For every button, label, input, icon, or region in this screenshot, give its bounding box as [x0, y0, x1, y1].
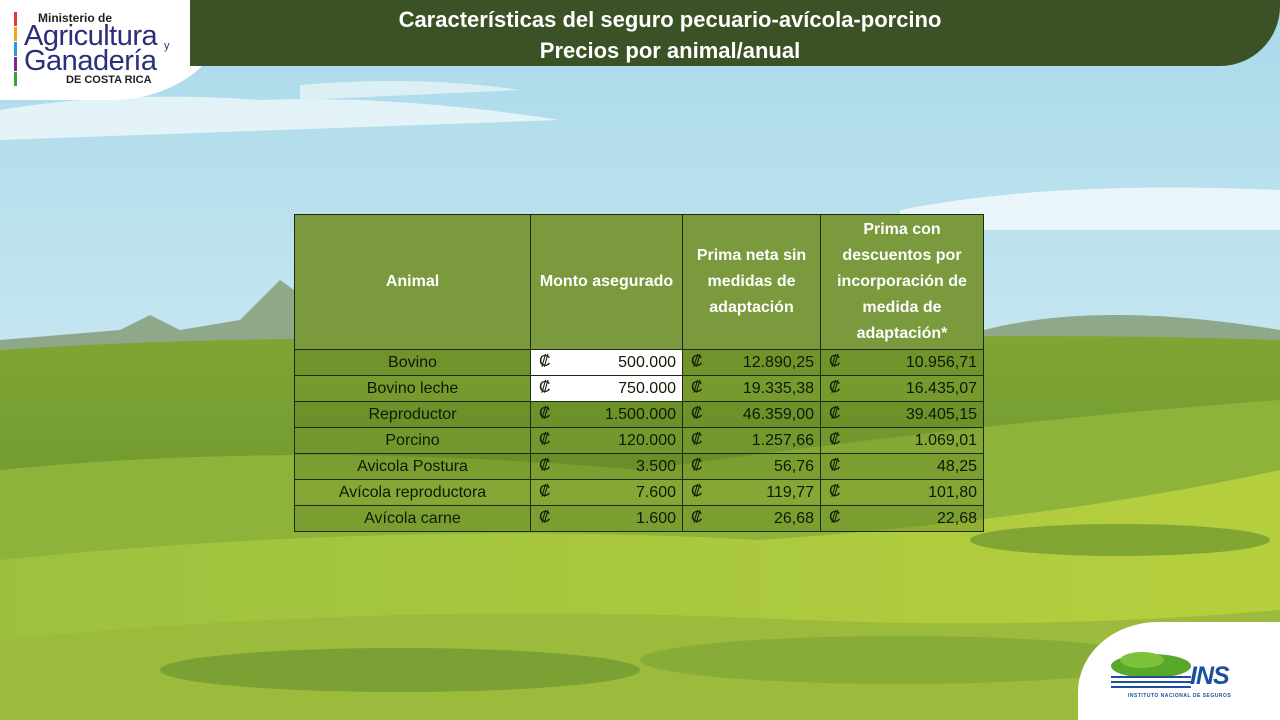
table-row: Reproductor ₡ 1.500.000 ₡ 46.359,00 ₡ 39.405,1… [294, 401, 984, 428]
currency-symbol: ₡ [829, 431, 841, 448]
cell-prima-neta: ₡ 19.335,38 [682, 375, 821, 402]
currency-symbol: ₡ [539, 379, 551, 396]
cell-value: 1.257,66 [751, 431, 814, 449]
currency-symbol: ₡ [691, 431, 703, 448]
cell-value: 750.000 [618, 379, 676, 397]
cell-value: 12.890,25 [742, 353, 814, 371]
currency-symbol: ₡ [539, 431, 551, 448]
cell-value: 101,80 [928, 483, 977, 501]
cell-value: 7.600 [635, 483, 676, 501]
currency-symbol: ₡ [539, 353, 551, 370]
cell-prima-descuento: ₡ 1.069,01 [820, 427, 984, 454]
header-banner [190, 0, 1280, 66]
cell-animal: Bovino [294, 349, 531, 376]
ins-tree-icon [1111, 652, 1191, 688]
cell-prima-neta: ₡ 1.257,66 [682, 427, 821, 454]
currency-symbol: ₡ [829, 353, 841, 370]
cell-monto-asegurado: ₡ 500.000 [530, 349, 683, 376]
table-row: Avícola carne ₡ 1.600 ₡ 26,68 ₡ 22,68 [294, 505, 984, 532]
cell-animal: Bovino leche [294, 375, 531, 402]
currency-symbol: ₡ [691, 379, 703, 396]
cell-value: 120.000 [618, 431, 676, 449]
currency-symbol: ₡ [691, 405, 703, 422]
cell-prima-neta: ₡ 12.890,25 [682, 349, 821, 376]
table-row: Porcino ₡ 120.000 ₡ 1.257,66 ₡ 1.069,01 [294, 427, 984, 454]
header-prima-descuento: Prima con descuentos por incorporación d… [820, 214, 984, 350]
insurance-price-table: Animal Monto asegurado Prima neta sin me… [294, 214, 984, 532]
currency-symbol: ₡ [539, 509, 551, 526]
cell-prima-descuento: ₡ 101,80 [820, 479, 984, 506]
cell-value: 500.000 [618, 353, 676, 371]
currency-symbol: ₡ [829, 457, 841, 474]
cell-value: 56,76 [773, 457, 814, 475]
currency-symbol: ₡ [829, 483, 841, 500]
cell-monto-asegurado: ₡ 120.000 [530, 427, 683, 454]
mag-logo-line3: Ganadería [24, 45, 157, 77]
cell-prima-descuento: ₡ 16.435,07 [820, 375, 984, 402]
cell-animal: Avícola reproductora [294, 479, 531, 506]
ins-logo-name: INS [1190, 662, 1230, 690]
cell-value: 22,68 [936, 509, 977, 527]
header-animal: Animal [294, 214, 531, 350]
cell-prima-descuento: ₡ 48,25 [820, 453, 984, 480]
mag-logo-line1: Ministerio de [38, 11, 113, 25]
currency-symbol: ₡ [691, 353, 703, 370]
cell-value: 48,25 [936, 457, 977, 475]
currency-symbol: ₡ [691, 483, 703, 500]
ins-logo-subtitle: INSTITUTO NACIONAL DE SEGUROS [1128, 693, 1232, 699]
currency-symbol: ₡ [539, 483, 551, 500]
header-prima-neta: Prima neta sin medidas de adaptación [682, 214, 821, 350]
currency-symbol: ₡ [829, 379, 841, 396]
cell-animal: Reproductor [294, 401, 531, 428]
table-row: Bovino ₡ 500.000 ₡ 12.890,25 ₡ 10.956,71 [294, 349, 984, 376]
cell-animal: Avicola Postura [294, 453, 531, 480]
header-monto-asegurado: Monto asegurado [530, 214, 683, 350]
currency-symbol: ₡ [691, 457, 703, 474]
cell-value: 119,77 [766, 483, 814, 501]
cell-prima-descuento: ₡ 10.956,71 [820, 349, 984, 376]
cell-value: 39.405,15 [905, 405, 977, 423]
table-row: Avícola reproductora ₡ 7.600 ₡ 119,77 ₡ 101,80 [294, 479, 984, 506]
currency-symbol: ₡ [539, 457, 551, 474]
currency-symbol: ₡ [539, 405, 551, 422]
cell-prima-neta: ₡ 119,77 [682, 479, 821, 506]
mag-logo-y: y [164, 40, 170, 52]
page-title: Características del seguro pecuario-avíc… [300, 4, 1040, 66]
currency-symbol: ₡ [691, 509, 703, 526]
cell-monto-asegurado: ₡ 7.600 [530, 479, 683, 506]
currency-symbol: ₡ [829, 405, 841, 422]
title-line-2: Precios por animal/anual [539, 38, 801, 63]
mag-logo-color-bars [14, 12, 18, 86]
cell-value: 26,68 [773, 509, 814, 527]
cell-animal: Porcino [294, 427, 531, 454]
cell-value: 46.359,00 [742, 405, 814, 423]
cell-prima-neta: ₡ 46.359,00 [682, 401, 821, 428]
cell-value: 19.335,38 [742, 379, 814, 397]
table-row: Bovino leche ₡ 750.000 ₡ 19.335,38 ₡ 16.435,07 [294, 375, 984, 402]
cell-value: 16.435,07 [905, 379, 977, 397]
cell-value: 3.500 [635, 457, 676, 475]
title-line-1: Características del seguro pecuario-avíc… [398, 7, 942, 32]
mag-logo-line4: DE COSTA RICA [66, 74, 152, 86]
cell-monto-asegurado: ₡ 1.600 [530, 505, 683, 532]
table-row: Avicola Postura ₡ 3.500 ₡ 56,76 ₡ 48,25 [294, 453, 984, 480]
cell-value: 1.600 [635, 509, 676, 527]
cell-value: 1.069,01 [914, 431, 977, 449]
table-header-row: Animal Monto asegurado Prima neta sin me… [294, 214, 984, 350]
cell-value: 1.500.000 [604, 405, 676, 423]
cell-prima-neta: ₡ 26,68 [682, 505, 821, 532]
currency-symbol: ₡ [829, 509, 841, 526]
cell-monto-asegurado: ₡ 750.000 [530, 375, 683, 402]
cell-prima-neta: ₡ 56,76 [682, 453, 821, 480]
mag-logo-line2: Agricultura [24, 20, 158, 52]
cell-value: 10.956,71 [905, 353, 977, 371]
cell-prima-descuento: ₡ 39.405,15 [820, 401, 984, 428]
cell-prima-descuento: ₡ 22,68 [820, 505, 984, 532]
cell-monto-asegurado: ₡ 1.500.000 [530, 401, 683, 428]
cell-monto-asegurado: ₡ 3.500 [530, 453, 683, 480]
cell-animal: Avícola carne [294, 505, 531, 532]
